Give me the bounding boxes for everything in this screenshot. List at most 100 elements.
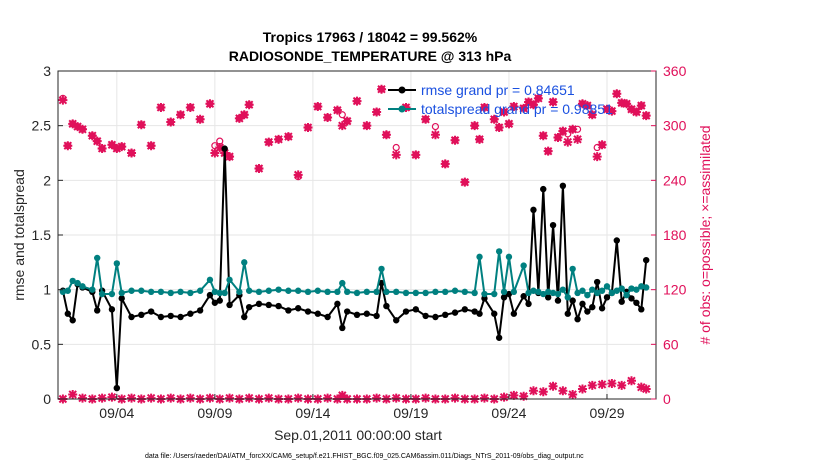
obs-rejected-point — [568, 389, 578, 399]
y-left-tick-label: 0.5 — [32, 336, 52, 352]
obs-assimilated-point — [215, 143, 225, 153]
rmse-point — [633, 299, 640, 306]
spread-point — [211, 288, 219, 296]
spread-point — [471, 289, 478, 297]
obs-assimilated-point — [146, 141, 156, 151]
obs-rejected-point — [519, 391, 529, 401]
obs-rejected-point — [225, 393, 235, 403]
obs-rejected-point — [127, 393, 137, 403]
x-tick-label: 09/09 — [197, 405, 232, 421]
rmse-point — [177, 313, 184, 321]
rmse-point — [412, 306, 420, 313]
obs-assimilated-point — [372, 107, 382, 117]
rmse-point — [574, 315, 581, 323]
rmse-point — [339, 324, 346, 332]
obs-rejected-point — [244, 393, 254, 403]
rmse-point — [216, 297, 223, 304]
obs-assimilated-point — [391, 150, 401, 160]
obs-assimilated-point — [597, 140, 607, 150]
y-left-tick-label: 0 — [43, 391, 51, 407]
spread-point — [138, 287, 145, 294]
spread-point — [245, 287, 253, 294]
spread-point — [535, 288, 542, 296]
obs-assimilated-point — [323, 112, 333, 122]
spread-point — [540, 290, 547, 298]
rmse-point — [559, 182, 567, 189]
obs-assimilated-point — [195, 114, 205, 124]
data-file-footer: data file: /Users/raeder/DAI/ATM_forcXX/… — [145, 453, 584, 460]
obs-rejected-point — [78, 393, 88, 403]
rmse-point — [64, 310, 72, 317]
obs-assimilated-point — [293, 170, 303, 180]
spread-point — [495, 248, 503, 255]
rmse-point — [638, 306, 645, 313]
obs-assimilated-point — [283, 132, 293, 142]
obs-possible-point — [338, 111, 346, 119]
rmse-point — [540, 185, 547, 193]
spread-point — [59, 288, 67, 296]
obs-rejected-point — [558, 386, 568, 396]
rmse-point — [363, 310, 371, 317]
spread-point — [633, 286, 640, 293]
spread-point — [378, 265, 385, 273]
spread-point — [79, 283, 86, 290]
y-left-tick-label: 2 — [43, 172, 51, 188]
obs-assimilated-point — [626, 104, 636, 114]
rmse-point — [324, 313, 331, 321]
obs-assimilated-point — [592, 152, 602, 162]
spread-point — [128, 287, 135, 294]
spread-point — [196, 287, 204, 294]
obs-assimilated-point — [607, 106, 617, 116]
rmse-point — [196, 307, 204, 314]
spread-point — [422, 289, 429, 297]
rmse-point — [603, 294, 611, 301]
spread-point — [481, 290, 488, 298]
rmse-point — [118, 295, 125, 302]
rmse-point — [334, 300, 341, 308]
obs-assimilated-point — [528, 100, 538, 110]
x-tick-label: 09/24 — [491, 405, 526, 421]
obs-assimilated-point — [136, 120, 146, 130]
rmse-point — [255, 300, 263, 308]
legend: rmse grand pr = 0.84651 totalspread gran… — [388, 82, 613, 117]
obs-assimilated-point — [112, 143, 122, 153]
y-axis-left-label: rmse and totalspread — [11, 169, 27, 301]
rmse-point — [226, 301, 233, 309]
rmse-point — [241, 313, 248, 321]
spread-point — [638, 283, 645, 290]
rmse-point — [584, 308, 591, 315]
rmse-point — [314, 310, 321, 317]
legend-spread-label: totalspread grand pr = 0.98851 — [421, 101, 613, 117]
rmse-point — [294, 305, 302, 312]
obs-assimilated-point — [107, 140, 117, 150]
rmse-point — [618, 298, 625, 305]
obs-assimilated-point — [166, 117, 176, 127]
obs-rejected-point — [166, 393, 176, 403]
spread-point — [304, 288, 312, 296]
rmse-point — [628, 295, 635, 302]
y-axis-right-label: # of obs: o=possible; ×=assimilated — [697, 125, 713, 344]
obs-assimilated-point — [430, 130, 440, 140]
spread-point — [554, 290, 562, 298]
rmse-point — [451, 309, 459, 316]
spread-point — [343, 288, 351, 296]
obs-assimilated-point — [332, 105, 342, 115]
obs-assimilated-point — [73, 122, 83, 132]
obs-assimilated-point — [239, 110, 249, 120]
rmse-point — [432, 313, 439, 321]
obs-assimilated-point — [313, 102, 323, 112]
obs-assimilated-point — [234, 113, 244, 123]
chart-title-line1: Tropics 17963 / 18042 = 99.562% — [263, 29, 478, 45]
obs-assimilated-point — [225, 152, 235, 162]
y-right-tick-label: 240 — [663, 172, 687, 188]
spread-point — [294, 287, 302, 294]
obs-rejected-point — [323, 393, 333, 403]
spread-point — [74, 279, 81, 287]
rmse-point — [138, 311, 145, 319]
obs-assimilated-point — [524, 97, 534, 107]
rmse-point — [520, 293, 527, 300]
spread-point — [339, 279, 346, 287]
spread-point — [618, 285, 625, 292]
obs-assimilated-point — [381, 130, 391, 140]
